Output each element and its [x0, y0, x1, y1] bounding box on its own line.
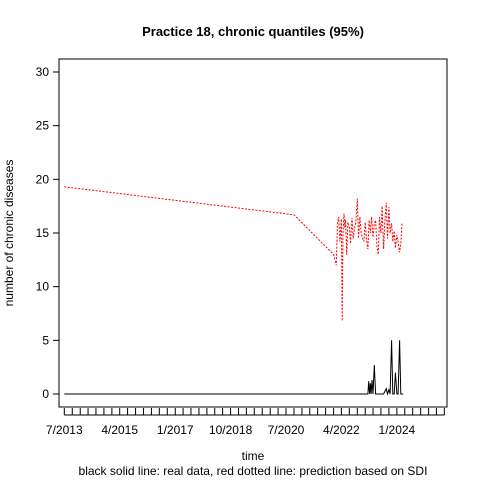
- y-tick-label: 20: [36, 172, 50, 186]
- series-prediction-line: [64, 186, 403, 322]
- x-tick-label: 10/2018: [209, 423, 253, 437]
- x-tick-label: 4/2015: [101, 423, 138, 437]
- x-tick-label: 1/2017: [157, 423, 194, 437]
- y-tick-label: 15: [36, 226, 50, 240]
- x-axis-label: time: [242, 449, 265, 463]
- y-axis: 0 5 10 15 20 25 30: [36, 65, 59, 401]
- y-tick-label: 10: [36, 280, 50, 294]
- x-axis: 7/2013 4/2015 1/2017 10/2018 7/2020 4/2022 1/2…: [46, 408, 445, 437]
- x-tick-label: 1/2024: [379, 423, 416, 437]
- series-layer: [64, 186, 404, 396]
- y-axis-label: number of chronic diseases: [2, 160, 16, 307]
- x-tick-label: 7/2020: [268, 423, 305, 437]
- series-real-line: [64, 340, 404, 396]
- plot-box: [58, 58, 448, 408]
- chart-title: Practice 18, chronic quantiles (95%): [142, 24, 364, 39]
- x-tick-label: 4/2022: [323, 423, 360, 437]
- chart-caption: black solid line: real data, red dotted …: [79, 464, 428, 478]
- y-tick-label: 25: [36, 119, 50, 133]
- y-tick-label: 30: [36, 65, 50, 79]
- y-tick-label: 5: [42, 333, 49, 347]
- y-tick-label: 0: [42, 387, 49, 401]
- x-tick-label: 7/2013: [46, 423, 83, 437]
